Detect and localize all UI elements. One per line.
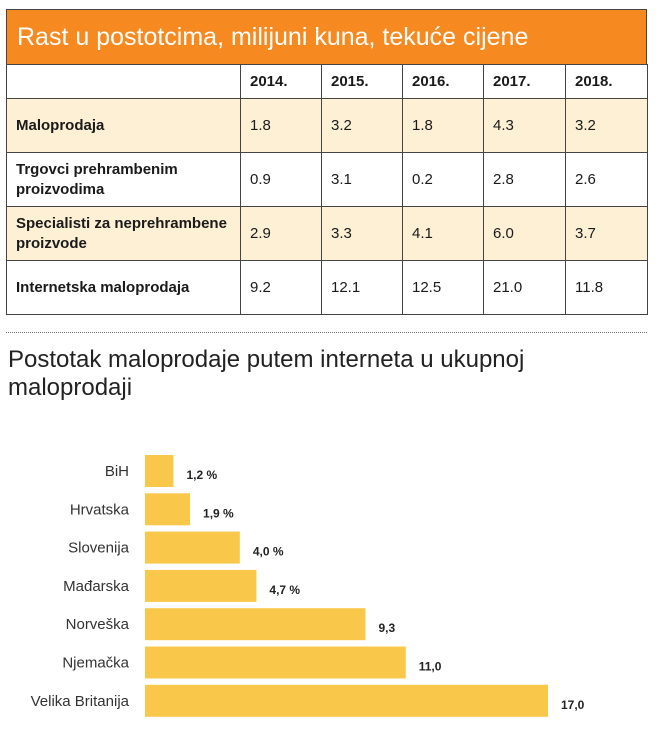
table-row: Maloprodaja 1.8 3.2 1.8 4.3 3.2 [6,98,648,153]
table-cell: 6.0 [483,206,566,261]
year-header: 2014. [240,64,322,99]
value-label: 1,9 % [203,506,234,520]
year-header: 2015. [321,64,403,99]
table-cell: 11.8 [565,260,648,315]
table-cell: 2.6 [565,152,648,207]
table-row: Trgovci prehrambenim proizvodima 0.9 3.1… [6,152,648,207]
table-cell: 21.0 [483,260,566,315]
bar [145,684,548,717]
table-cell: 9.2 [240,260,322,315]
header-blank-cell [6,64,241,99]
table-cell: 2.8 [483,152,566,207]
table-cell: 1.8 [240,98,322,153]
table-title: Rast u postotcima, milijuni kuna, tekuće… [6,9,647,64]
table-cell: 4.1 [402,206,484,261]
table-cell: 12.1 [321,260,403,315]
value-label: 17,0 [561,698,585,712]
chart-title: Postotak maloprodaje putem interneta u u… [8,346,525,401]
bar [145,646,406,679]
category-label: Slovenija [68,540,130,557]
table-cell: 3.3 [321,206,403,261]
category-label: Velika Britanija [31,693,130,710]
table-cell: 4.3 [483,98,566,153]
row-label: Trgovci prehrambenim proizvodima [6,152,241,207]
category-label: BiH [105,463,129,480]
category-label: Hrvatska [70,501,130,518]
table-cell: 3.1 [321,152,403,207]
value-label: 1,2 % [186,468,217,482]
bar [145,493,191,526]
table-cell: 3.2 [321,98,403,153]
bar [145,455,174,487]
table-row: Internetska maloprodaja 9.2 12.1 12.5 21… [6,260,648,315]
table-cell: 0.2 [402,152,484,207]
bar [145,608,366,641]
bar [145,569,257,602]
year-header: 2016. [402,64,484,99]
table-cell: 1.8 [402,98,484,153]
value-label: 11,0 [419,660,442,674]
growth-table: Rast u postotcima, milijuni kuna, tekuće… [6,9,648,315]
bar [145,531,240,564]
year-header: 2018. [565,64,648,99]
value-label: 4,0 % [253,545,284,559]
category-label: Norveška [66,616,130,633]
row-label: Specialisti za neprehrambene proizvode [6,206,241,261]
table-cell: 3.2 [565,98,648,153]
row-label: Maloprodaja [6,98,241,153]
value-label: 4,7 % [269,583,300,597]
data-table: 2014. 2015. 2016. 2017. 2018. Maloprodaj… [6,64,648,315]
category-label: Njemačka [62,655,129,672]
table-row: Specialisti za neprehrambene proizvode 2… [6,206,648,261]
table-cell: 2.9 [240,206,322,261]
section-divider [6,332,647,333]
value-label: 9,3 [378,621,395,635]
category-label: Mađarska [63,578,130,595]
table-cell: 12.5 [402,260,484,315]
row-label: Internetska maloprodaja [6,260,241,315]
bar-chart: BiH 1,2 % Hrvatska 1,9 % Slovenija 4,0 % Mađar… [31,455,585,717]
table-cell: 0.9 [240,152,322,207]
table-cell: 3.7 [565,206,648,261]
table-header-row: 2014. 2015. 2016. 2017. 2018. [6,64,648,99]
year-header: 2017. [483,64,566,99]
